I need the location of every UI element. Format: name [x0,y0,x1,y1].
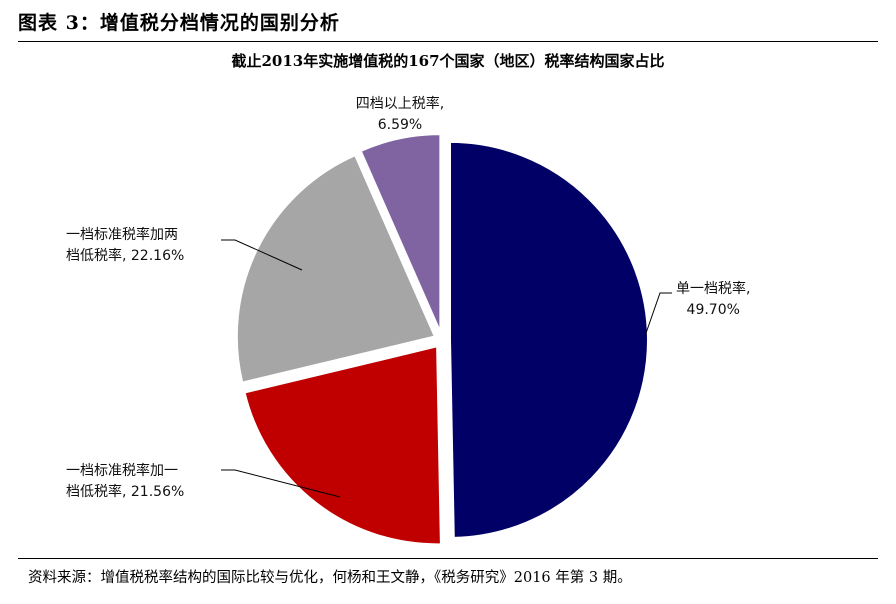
slice-four-plus-rates [359,133,442,333]
bottom-rule [18,558,878,559]
leader-line-single-rate [644,292,672,337]
slice-label-one-low-rate: 一档标准税率加一 档低税率, 21.56% [66,463,185,500]
chart-title: 截止2013年实施增值税的167个国家（地区）税率结构国家占比 [231,52,665,70]
source-note: 资料来源：增值税税率结构的国际比较与优化，何杨和王文静，《税务研究》2016 年… [28,570,632,586]
slice-label-two-low-rates: 一档标准税率加两 档低税率, 22.16% [66,227,185,264]
slice-single-rate [449,140,649,539]
top-rule [18,41,878,42]
leader-line-one-low-rate [221,469,341,498]
leader-line-two-low-rates [221,239,303,271]
slice-two-low-rates [235,153,437,384]
slice-label-single-rate: 单一档税率, 49.70% [676,281,751,318]
figure-title: 图表 3：增值税分档情况的国别分析 [18,12,340,34]
slice-one-low-rate [243,345,442,546]
slice-label-four-plus-rates: 四档以上税率, 6.59% [355,96,445,133]
